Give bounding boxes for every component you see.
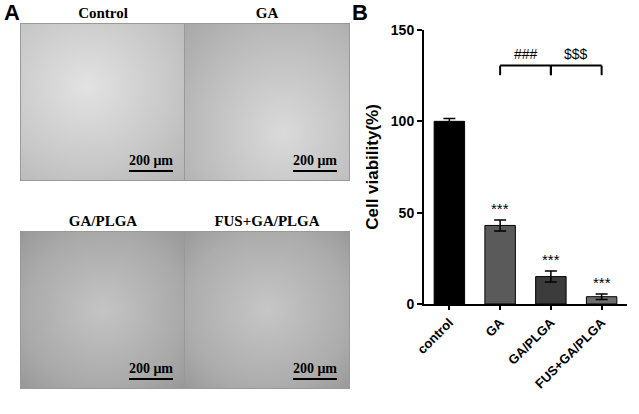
svg-text:150: 150: [391, 22, 415, 38]
svg-text:50: 50: [399, 205, 415, 221]
svg-text:FUS+GA/PLGA: FUS+GA/PLGA: [532, 315, 609, 392]
html-text:A: A: [4, 0, 20, 25]
html-text:Control: Control: [78, 5, 128, 21]
html-text:GA: GA: [255, 5, 279, 21]
svg-text:control: control: [414, 315, 456, 357]
svg-text:100: 100: [391, 113, 415, 129]
svg-text:###: ###: [514, 46, 538, 62]
html-text:200 μm: 200 μm: [292, 361, 337, 376]
svg-text:GA: GA: [482, 315, 507, 340]
svg-text:$$$: $$$: [564, 46, 588, 62]
svg-text:Cell viability(%): Cell viability(%): [363, 104, 382, 230]
html-text:B: B: [352, 0, 368, 25]
svg-text:GA/PLGA: GA/PLGA: [505, 315, 558, 368]
svg-text:0: 0: [406, 296, 414, 312]
svg-text:***: ***: [542, 251, 560, 268]
html-text:200 μm: 200 μm: [128, 153, 173, 168]
svg-text:***: ***: [491, 200, 509, 217]
html-text:200 μm: 200 μm: [292, 153, 337, 168]
svg-text:***: ***: [593, 274, 611, 291]
html-text:200 μm: 200 μm: [128, 361, 173, 376]
html-text:GA/PLGA: GA/PLGA: [68, 213, 138, 229]
html-text:FUS+GA/PLGA: FUS+GA/PLGA: [214, 213, 320, 229]
